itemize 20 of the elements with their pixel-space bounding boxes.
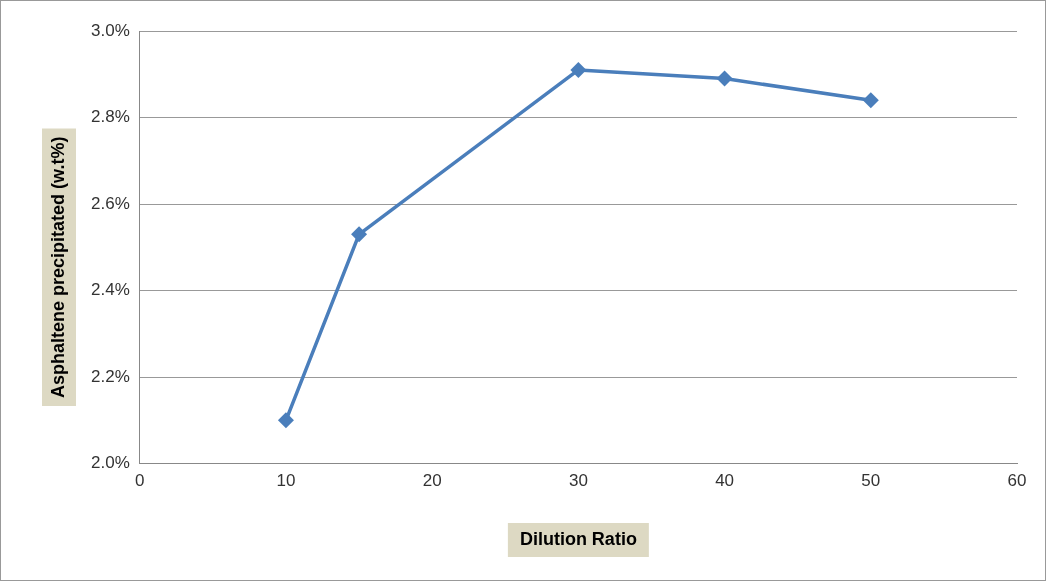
x-tick-label: 50: [861, 471, 881, 491]
x-tick-label: 0: [135, 471, 145, 491]
x-tick-label: 10: [276, 471, 296, 491]
point: [570, 61, 587, 78]
y-tick-label: 2.0%: [91, 453, 130, 473]
y-axis-title: Asphaltene precipitated (w.t%): [47, 136, 68, 398]
y-tick-label: 2.8%: [91, 107, 130, 127]
point: [277, 412, 294, 429]
y-tick-label: 2.4%: [91, 280, 130, 300]
x-tick-label: 40: [715, 471, 735, 491]
x-tick-label: 30: [568, 471, 588, 491]
point: [862, 92, 879, 109]
x-tick-label: 60: [1007, 471, 1027, 491]
x-tick-label: 20: [422, 471, 442, 491]
y-tick-label: 3.0%: [91, 20, 130, 40]
point: [716, 70, 733, 87]
y-tick-label: 2.2%: [91, 366, 130, 386]
point: [351, 226, 368, 243]
y-tick-label: 2.6%: [91, 193, 130, 213]
x-axis-title: Dilution Ratio: [519, 528, 637, 549]
